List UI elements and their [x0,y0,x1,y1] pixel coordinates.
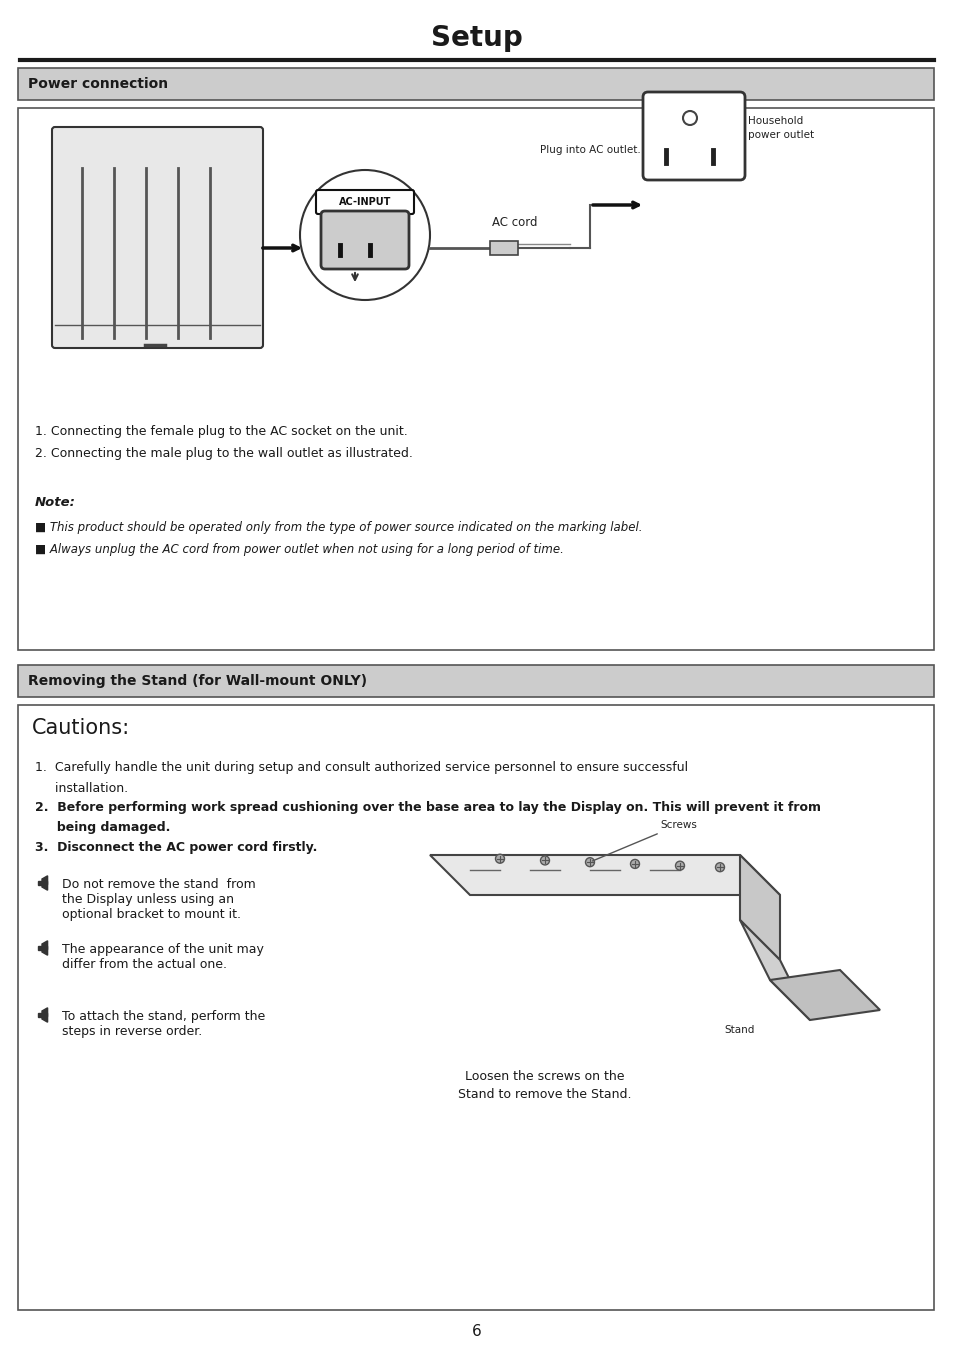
Text: Household
power outlet: Household power outlet [747,116,813,139]
Text: Loosen the screws on the
Stand to remove the Stand.: Loosen the screws on the Stand to remove… [457,1071,631,1102]
Text: To attach the stand, perform the
steps in reverse order.: To attach the stand, perform the steps i… [62,1010,265,1038]
Text: Setup: Setup [431,24,522,53]
FancyBboxPatch shape [642,92,744,180]
Bar [490,242,517,255]
Circle shape [585,857,594,867]
Circle shape [675,861,684,871]
Bar [38,880,42,886]
Text: Cautions:: Cautions: [32,718,130,738]
Bar [38,945,42,950]
Circle shape [715,863,723,872]
Circle shape [540,856,549,865]
Text: Stand: Stand [724,1025,755,1035]
Text: 2.  Before performing work spread cushioning over the base area to lay the Displ: 2. Before performing work spread cushion… [35,802,821,814]
Text: ■ This product should be operated only from the type of power source indicated o: ■ This product should be operated only f… [35,521,641,533]
Text: Note:: Note: [35,495,76,509]
Text: 2. Connecting the male plug to the wall outlet as illustrated.: 2. Connecting the male plug to the wall … [35,447,413,460]
Polygon shape [769,971,879,1021]
Circle shape [495,855,504,863]
Polygon shape [740,855,780,960]
Text: Removing the Stand (for Wall-mount ONLY): Removing the Stand (for Wall-mount ONLY) [28,674,367,688]
Polygon shape [42,876,48,890]
Text: The appearance of the unit may
differ from the actual one.: The appearance of the unit may differ fr… [62,944,264,971]
FancyBboxPatch shape [315,190,414,215]
Text: 1. Connecting the female plug to the AC socket on the unit.: 1. Connecting the female plug to the AC … [35,425,407,439]
Bar [18,108,933,649]
Text: Plug into AC outlet.: Plug into AC outlet. [539,144,640,155]
FancyBboxPatch shape [52,127,263,348]
Circle shape [630,860,639,868]
Text: Screws: Screws [592,819,696,861]
Text: 3.  Disconnect the AC power cord firstly.: 3. Disconnect the AC power cord firstly. [35,841,317,855]
Text: AC-INPUT: AC-INPUT [338,197,391,207]
FancyBboxPatch shape [320,211,409,269]
Bar [18,68,933,100]
Bar [18,666,933,697]
Text: ■ Always unplug the AC cord from power outlet when not using for a long period o: ■ Always unplug the AC cord from power o… [35,543,563,555]
Polygon shape [430,855,780,895]
Bar [38,1012,42,1018]
Text: installation.: installation. [35,782,128,795]
Text: 6: 6 [472,1324,481,1339]
Polygon shape [42,941,48,956]
Text: being damaged.: being damaged. [35,822,171,834]
Bar [18,705,933,1310]
Text: Do not remove the stand  from
the Display unless using an
optional bracket to mo: Do not remove the stand from the Display… [62,878,255,921]
Polygon shape [42,1008,48,1022]
Polygon shape [740,919,809,1021]
Text: 1.  Carefully handle the unit during setup and consult authorized service person: 1. Carefully handle the unit during setu… [35,761,687,775]
Text: Power connection: Power connection [28,77,168,90]
Text: AC cord: AC cord [492,216,537,228]
